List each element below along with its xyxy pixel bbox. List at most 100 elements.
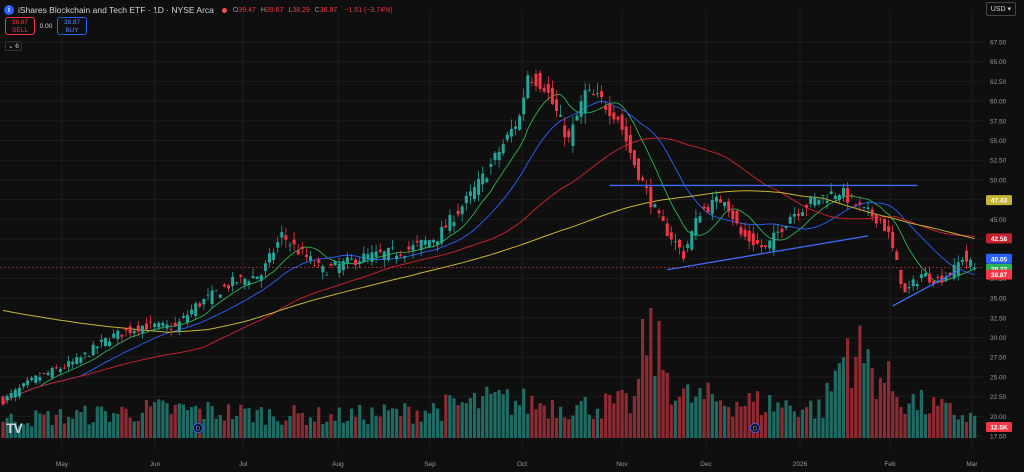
candle (120, 334, 124, 343)
candle-body (751, 233, 755, 246)
candle-body (452, 222, 456, 227)
volume-bar (657, 320, 661, 438)
candle-body (661, 216, 665, 222)
volume-bars (1, 308, 977, 438)
candle-body (710, 199, 714, 215)
candle-body (296, 250, 300, 255)
candle (378, 242, 382, 254)
candle-body (374, 251, 378, 257)
candle (657, 208, 661, 218)
candle-body (202, 299, 206, 305)
candle (579, 94, 583, 124)
candle (895, 248, 899, 261)
candle (575, 112, 579, 121)
candle (694, 209, 698, 241)
candle-body (391, 247, 394, 249)
candle (145, 317, 148, 330)
volume-bar (698, 387, 702, 438)
volume-bar (284, 420, 288, 438)
volume-bar (800, 409, 805, 438)
candle (526, 70, 530, 100)
candle (669, 226, 673, 246)
candle (485, 176, 489, 183)
axis-badge-label: 40.05 (991, 256, 1008, 263)
candle-body (292, 239, 296, 245)
candle-body (755, 240, 759, 244)
candle (272, 248, 276, 264)
axis-badge-label: 42.58 (991, 236, 1008, 243)
volume-bar (280, 424, 284, 438)
candle (427, 239, 431, 248)
candle (370, 245, 374, 266)
candle (91, 340, 95, 357)
candle-body (259, 275, 263, 281)
candle-body (616, 116, 620, 120)
candle (382, 250, 386, 267)
candle (862, 206, 866, 211)
candle (128, 322, 132, 338)
candle (616, 115, 620, 124)
candle (337, 257, 341, 278)
volume-bar (809, 400, 813, 438)
volume-bar (390, 408, 395, 438)
candle-body (555, 99, 558, 112)
volume-bar (296, 413, 300, 438)
candle (723, 201, 727, 211)
candle (821, 194, 825, 205)
candle (202, 298, 206, 310)
candle (432, 238, 435, 248)
symbol-title[interactable]: iShares Blockchain and Tech ETF · 1D · N… (18, 5, 214, 15)
candle (522, 88, 526, 122)
buy-button[interactable]: 38.87 BUY (57, 17, 87, 35)
candle (247, 279, 251, 290)
candle (698, 211, 702, 223)
candle-body (358, 261, 362, 264)
candle-body (550, 87, 554, 104)
candle (567, 128, 571, 143)
candle-body (760, 245, 763, 248)
volume-bar (559, 406, 563, 438)
candle-body (837, 194, 841, 200)
candle (153, 322, 157, 332)
buy-label: BUY (65, 27, 79, 34)
candle (747, 224, 751, 250)
volume-bar (190, 407, 194, 438)
volume-bar (677, 396, 682, 438)
volume-bar (333, 420, 337, 438)
candle (83, 351, 87, 360)
candle-body (362, 253, 366, 263)
candle-body (67, 361, 71, 367)
candle (300, 241, 304, 255)
candle (956, 255, 960, 281)
candle-body (395, 255, 399, 260)
candle (596, 83, 599, 98)
candle-body (706, 207, 710, 213)
candle (842, 183, 845, 202)
volume-bar (960, 415, 964, 438)
y-tick-label: 45.00 (990, 217, 1007, 224)
candle-body (915, 284, 919, 287)
sell-button[interactable]: 38.87 SELL (5, 17, 35, 35)
candle (227, 283, 230, 292)
candle-body (149, 321, 153, 323)
candle (719, 195, 722, 203)
candle (612, 106, 616, 124)
volume-bar (932, 397, 936, 438)
volume-bar (731, 416, 735, 438)
candle (936, 274, 940, 285)
candle-body (514, 126, 517, 129)
candle (587, 83, 591, 93)
candle (739, 222, 743, 238)
currency-select[interactable]: USD ▾ (985, 2, 1016, 16)
candle (772, 225, 776, 256)
candle (317, 257, 321, 268)
candle-body (878, 218, 882, 220)
candle (26, 376, 30, 389)
candle-body (206, 294, 210, 296)
candle-body (464, 195, 468, 204)
candle-body (829, 191, 833, 195)
candle (157, 321, 161, 331)
candle-body (79, 357, 83, 363)
candle-body (304, 254, 308, 257)
